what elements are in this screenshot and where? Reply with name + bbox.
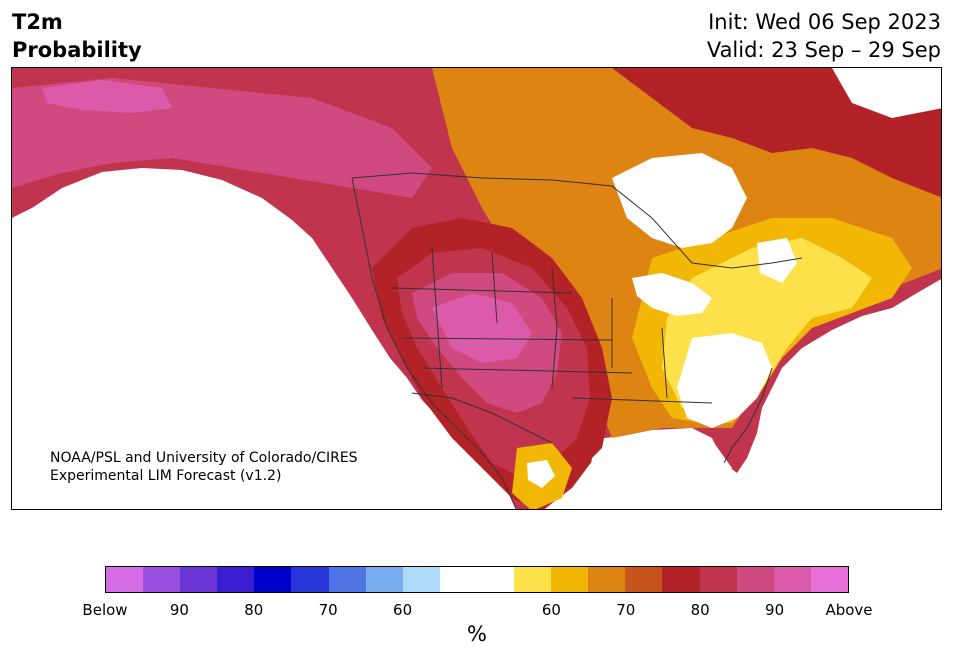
forecast-map: NOAA/PSL and University of Colorado/CIRE… — [11, 67, 942, 510]
credit-line-2: Experimental LIM Forecast (v1.2) — [50, 468, 282, 484]
colorbar-segment — [625, 567, 663, 592]
colorbar-segment — [106, 567, 144, 592]
credit-line-1: NOAA/PSL and University of Colorado/CIRE… — [50, 450, 358, 466]
zone-above95-center — [432, 293, 532, 363]
colorbar-tick-label: 70 — [318, 601, 338, 619]
forecast-dates: Init: Wed 06 Sep 2023 Valid: 23 Sep – 29… — [707, 8, 941, 64]
probability-colorbar — [105, 566, 849, 593]
zone-neutral-mexico — [527, 460, 555, 488]
colorbar-segment — [810, 567, 848, 592]
hudson-bay — [612, 153, 747, 248]
credit-text: NOAA/PSL and University of Colorado/CIRE… — [50, 449, 358, 485]
colorbar-tick-label: 60 — [393, 601, 413, 619]
colorbar-tick-label: 90 — [765, 601, 785, 619]
colorbar-tick-label: 90 — [169, 601, 189, 619]
variable-label: T2m — [12, 10, 63, 34]
colorbar-segment — [773, 567, 811, 592]
colorbar-segment — [328, 567, 366, 592]
state-lines-1 — [431, 247, 668, 399]
coastline-east — [723, 367, 773, 464]
colorbar-segment — [143, 567, 181, 592]
colorbar-tick-label: 70 — [616, 601, 636, 619]
border-us-mexico — [411, 392, 553, 444]
colorbar-segment — [662, 567, 700, 592]
colorbar-segment — [699, 567, 737, 592]
colorbar-tick-label: Below — [82, 601, 128, 619]
colorbar-tick-label: 80 — [690, 601, 710, 619]
colorbar-segment — [254, 567, 292, 592]
colorbar-segment — [291, 567, 329, 592]
valid-range: Valid: 23 Sep – 29 Sep — [706, 38, 941, 62]
colorbar-tick-label: 60 — [541, 601, 561, 619]
coastline-west — [351, 177, 517, 509]
great-lakes — [632, 273, 712, 316]
zone-neutral-quebec — [757, 238, 797, 283]
border-us-canada — [351, 172, 803, 269]
colorbar-tick-label: Above — [825, 601, 873, 619]
zone-above95-alaska — [42, 80, 172, 113]
state-lines-2 — [391, 287, 713, 404]
colorbar-segment — [365, 567, 403, 592]
gulf-of-mexico — [587, 433, 732, 509]
colorbar-segment — [588, 567, 626, 592]
product-label: Probability — [12, 38, 142, 62]
map-title: T2m Probability — [12, 8, 142, 64]
colorbar-segment — [217, 567, 255, 592]
colorbar-segment — [180, 567, 218, 592]
init-date: Init: Wed 06 Sep 2023 — [708, 10, 941, 34]
pacific-ocean — [12, 178, 477, 509]
zone-neutral-east — [677, 333, 772, 428]
colorbar-segment — [402, 567, 440, 592]
colorbar-unit: % — [467, 622, 487, 646]
colorbar-tick-label: 80 — [244, 601, 264, 619]
colorbar-segment — [439, 567, 477, 592]
map-graphic — [12, 68, 941, 509]
arctic-water-1 — [832, 68, 941, 118]
colorbar-segment — [551, 567, 589, 592]
colorbar-segment — [514, 567, 552, 592]
colorbar-segment — [476, 567, 515, 592]
colorbar-segment — [736, 567, 774, 592]
